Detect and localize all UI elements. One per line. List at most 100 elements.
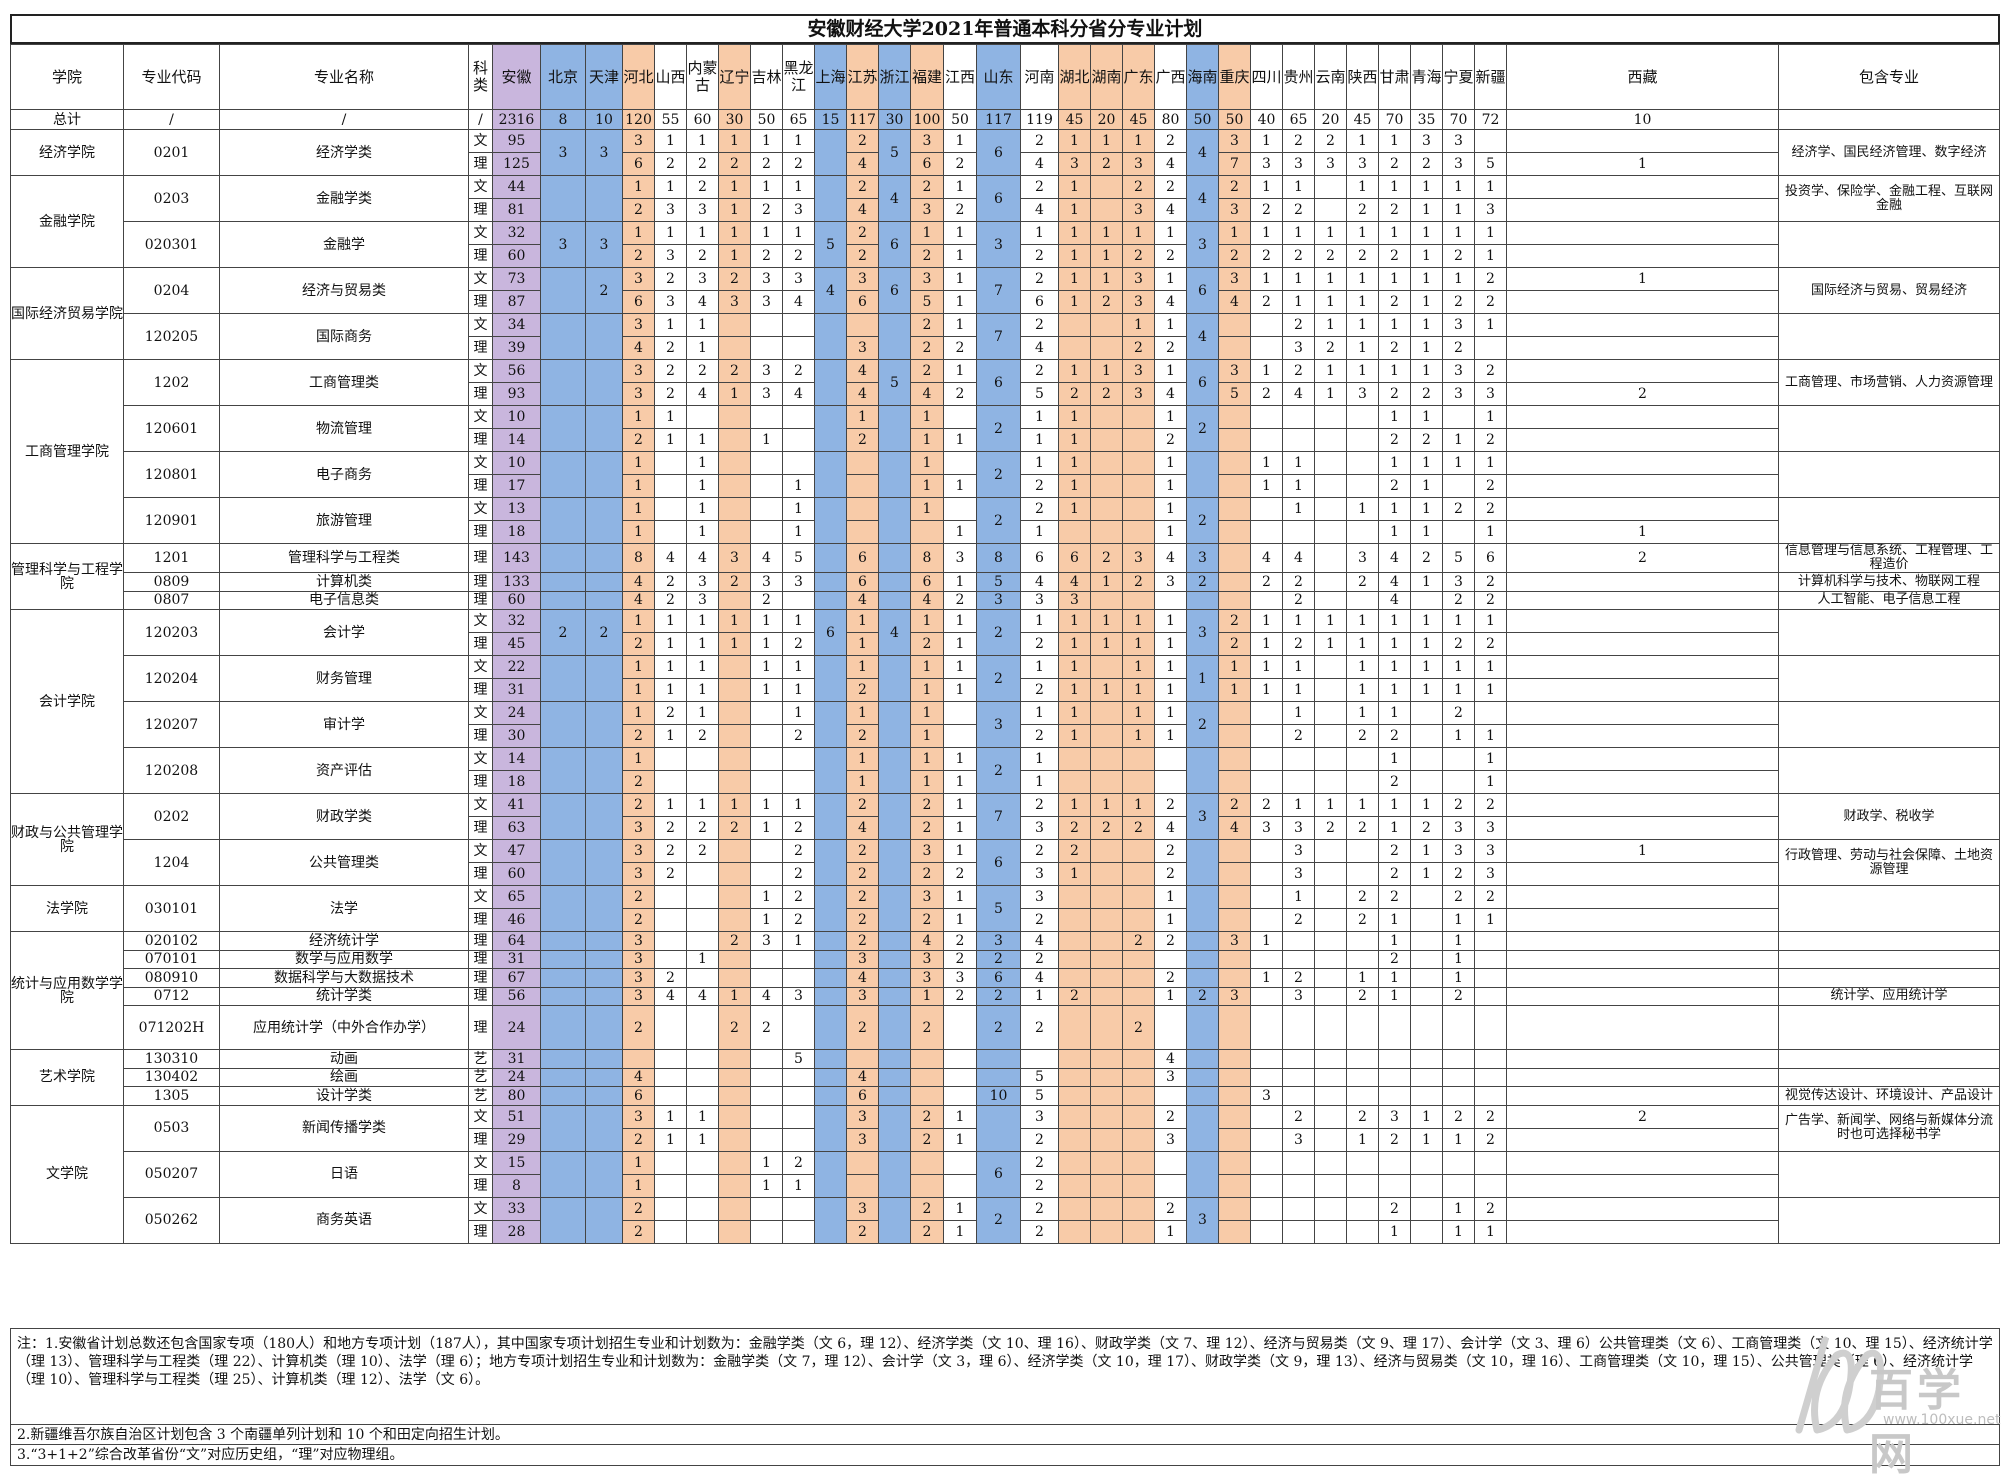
quota-cell: [1282, 1173, 1315, 1198]
quota-cell: [1442, 1086, 1475, 1106]
quota-cell: 3: [1122, 543, 1155, 573]
quota-cell: 1: [1410, 572, 1443, 592]
quota-cell: [1506, 1219, 1779, 1244]
quota-cell: 3: [910, 198, 944, 222]
quota-cell: 1: [910, 701, 944, 725]
major-code: 120901: [123, 497, 220, 544]
quota-cell: 1: [943, 1104, 977, 1129]
total-value: 117: [846, 109, 879, 130]
quota-cell: 5: [976, 572, 1021, 592]
quota-cell: [654, 1086, 687, 1106]
quota-cell: 63: [492, 816, 541, 840]
quota-cell: [1506, 986, 1779, 1006]
total-label: 总计: [10, 109, 124, 130]
subject-type: 理: [468, 520, 493, 544]
quota-cell: 1: [686, 474, 719, 498]
merged-quota-cell: [814, 747, 847, 794]
major-code: 0202: [123, 793, 220, 840]
merged-quota-cell: 7: [976, 313, 1021, 360]
quota-cell: [1058, 1086, 1091, 1106]
quota-cell: [540, 986, 586, 1006]
quota-cell: 2: [1218, 175, 1251, 199]
quota-cell: 4: [782, 290, 815, 314]
quota-cell: 3: [943, 968, 977, 988]
quota-cell: 3: [622, 129, 655, 153]
quota-cell: [686, 405, 719, 429]
quota-cell: 3: [846, 986, 879, 1006]
quota-cell: 2: [1154, 968, 1187, 988]
quota-cell: 1: [1058, 221, 1091, 245]
quota-cell: 8: [622, 543, 655, 573]
quota-cell: 1: [1506, 152, 1779, 176]
quota-cell: [1506, 862, 1779, 886]
quota-cell: 2: [910, 1196, 944, 1221]
quota-cell: 1: [1058, 655, 1091, 679]
quota-cell: 1: [654, 724, 687, 748]
merged-quota-cell: [540, 1196, 586, 1244]
quota-cell: [1410, 986, 1443, 1006]
quota-cell: 1: [1090, 359, 1123, 383]
quota-cell: 1: [846, 632, 879, 656]
quota-cell: [1314, 701, 1347, 725]
quota-cell: [1506, 474, 1779, 498]
subject-type: 理: [468, 244, 493, 268]
quota-cell: 2: [1282, 572, 1315, 592]
quota-cell: 1: [943, 267, 977, 291]
quota-cell: [1442, 1005, 1475, 1050]
quota-cell: 1: [622, 609, 655, 633]
quota-cell: 1: [1442, 1219, 1475, 1244]
table-row: 金融学院 0203 金融学类文 44 1 1 2 1 1 1 2 4 2 1 6 2 1 2 2 4 2 1 1 1 1 1 1 1 投…: [10, 175, 2000, 268]
quota-cell: 2: [1090, 816, 1123, 840]
quota-cell: 4: [686, 543, 719, 573]
quota-cell: 1: [1090, 632, 1123, 656]
quota-cell: [1346, 405, 1379, 429]
total-value: 119: [1020, 109, 1059, 130]
quota-cell: [1314, 724, 1347, 748]
quota-cell: 3: [1282, 336, 1315, 360]
quota-cell: 2: [1154, 862, 1187, 886]
major-name: 数学与应用数学: [219, 949, 469, 969]
subject-type: 艺: [468, 1049, 493, 1069]
quota-cell: 1: [1154, 221, 1187, 245]
quota-cell: [686, 770, 719, 794]
quota-cell: 1: [1250, 678, 1283, 702]
quota-cell: [750, 949, 783, 969]
table-row: 理 28 2 2 2 1 2 1 1 1 1: [11, 1219, 2000, 1244]
quota-cell: 4: [1058, 572, 1091, 592]
quota-cell: 1: [750, 175, 783, 199]
quota-cell: 2: [1090, 382, 1123, 406]
quota-cell: 2: [1282, 198, 1315, 222]
quota-cell: [1090, 405, 1123, 429]
quota-cell: 3: [1122, 198, 1155, 222]
quota-cell: 2: [750, 244, 783, 268]
quota-cell: 3: [782, 572, 815, 592]
quota-cell: 2: [1410, 543, 1443, 573]
included-majors: [1778, 931, 2000, 951]
quota-cell: 1: [1378, 129, 1411, 153]
quota-cell: 1: [1058, 451, 1091, 475]
merged-quota-cell: 2: [976, 655, 1021, 702]
subject-type: 文: [468, 1104, 493, 1129]
quota-cell: 1: [686, 1127, 719, 1152]
quota-cell: [1122, 1150, 1155, 1175]
quota-cell: [750, 405, 783, 429]
quota-cell: [654, 770, 687, 794]
quota-cell: [1506, 1086, 1779, 1106]
quota-cell: 2: [846, 793, 879, 817]
quota-cell: [540, 590, 586, 610]
quota-cell: 1: [1154, 497, 1187, 521]
quota-cell: 51: [492, 1104, 541, 1129]
quota-cell: [1090, 428, 1123, 452]
quota-cell: [1058, 520, 1091, 544]
quota-cell: 1: [1154, 885, 1187, 909]
quota-cell: 2: [1378, 152, 1411, 176]
quota-cell: 5: [1020, 1067, 1059, 1087]
merged-quota-cell: 4: [878, 175, 911, 222]
quota-cell: 1: [1442, 198, 1475, 222]
quota-cell: [686, 1219, 719, 1244]
quota-cell: 2: [1020, 359, 1059, 383]
quota-cell: [718, 451, 751, 475]
quota-cell: 3: [1218, 931, 1251, 951]
quota-cell: [782, 405, 815, 429]
college-name: 工商管理学院: [10, 359, 124, 544]
